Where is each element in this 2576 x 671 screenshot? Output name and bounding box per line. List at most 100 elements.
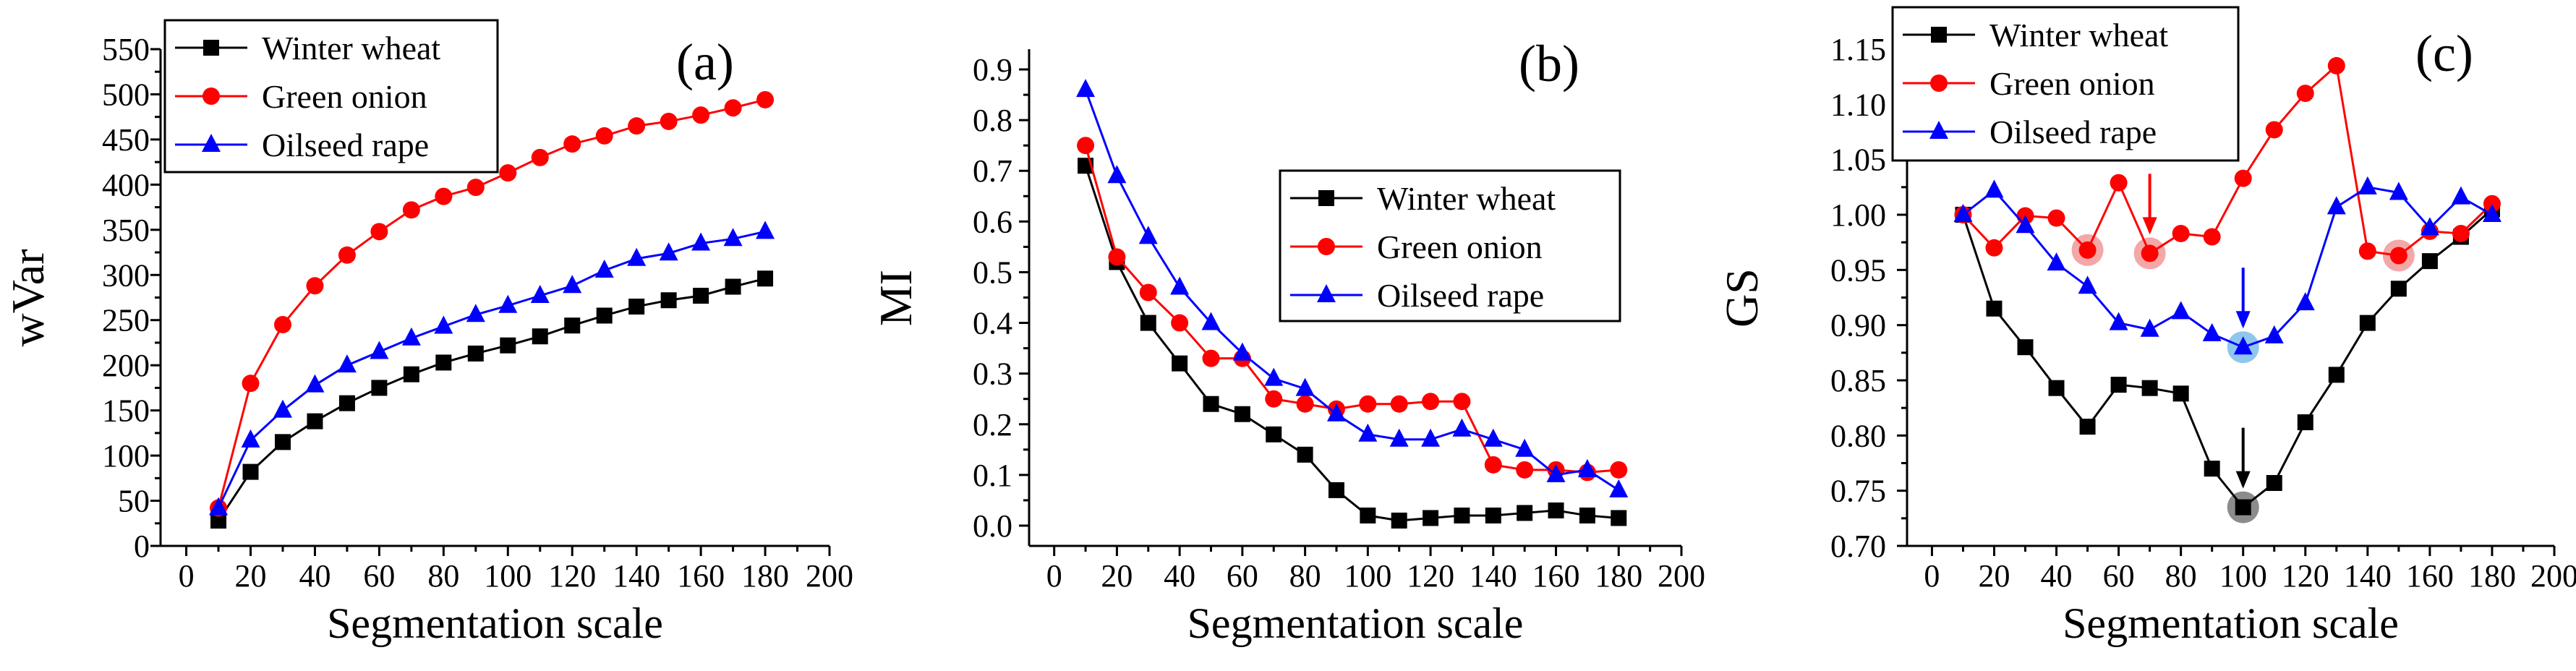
data-point bbox=[1359, 395, 1377, 413]
y-tick-label: 250 bbox=[102, 303, 150, 338]
data-point bbox=[756, 221, 775, 239]
data-point bbox=[2264, 325, 2284, 343]
data-point bbox=[1986, 300, 2003, 317]
y-tick-label: 550 bbox=[102, 32, 150, 67]
data-point bbox=[403, 366, 419, 382]
data-point bbox=[467, 345, 484, 362]
legend-label: Green onion bbox=[1989, 65, 2155, 102]
data-point bbox=[2171, 301, 2191, 320]
y-tick-label: 0.75 bbox=[1830, 474, 1886, 509]
data-point bbox=[564, 317, 581, 334]
y-tick-label: 400 bbox=[102, 167, 150, 202]
series-line-oilseed-rape bbox=[217, 230, 766, 509]
y-tick-label: 500 bbox=[102, 77, 150, 112]
legend-marker bbox=[1929, 121, 1948, 139]
data-point bbox=[1360, 507, 1376, 523]
data-point bbox=[2140, 318, 2159, 337]
y-tick-label: 0.2 bbox=[973, 407, 1012, 443]
y-tick-label: 0.85 bbox=[1830, 363, 1886, 398]
data-point bbox=[371, 380, 388, 396]
data-point bbox=[1266, 426, 1282, 443]
y-tick-label: 1.15 bbox=[1830, 32, 1886, 67]
legend-label: Green onion bbox=[262, 78, 427, 115]
x-tick-label: 160 bbox=[1532, 558, 1580, 594]
highlight-arrowhead bbox=[2235, 311, 2251, 329]
x-tick-label: 100 bbox=[1344, 558, 1391, 594]
chart-panel-1: 0 20 40 60 80 100 120 140 160 180 200 0 50 100 150 200 2… bbox=[2, 19, 853, 647]
data-point bbox=[1485, 507, 1501, 523]
data-point bbox=[1391, 512, 1407, 529]
x-tick-label: 80 bbox=[2165, 558, 2197, 594]
legend: Winter wheat Green onion Oilseed rape bbox=[163, 19, 499, 174]
data-point bbox=[338, 395, 355, 411]
y-tick-label: 50 bbox=[118, 484, 150, 519]
x-tick-label: 60 bbox=[2103, 558, 2135, 594]
data-point bbox=[2234, 169, 2252, 187]
y-tick-label: 0.9 bbox=[973, 52, 1012, 87]
data-point bbox=[660, 292, 677, 309]
data-point bbox=[337, 354, 357, 373]
x-tick-label: 180 bbox=[1595, 558, 1642, 594]
y-tick-label: 1.05 bbox=[1830, 142, 1886, 178]
data-point bbox=[2390, 281, 2407, 297]
y-tick-label: 1.00 bbox=[1830, 197, 1886, 233]
data-point bbox=[1108, 248, 1126, 266]
data-point bbox=[2016, 215, 2035, 234]
data-point bbox=[1389, 428, 1409, 447]
legend-label: Oilseed rape bbox=[1989, 114, 2157, 150]
data-point bbox=[1421, 428, 1441, 447]
data-point bbox=[2266, 474, 2282, 491]
data-point bbox=[2233, 336, 2253, 355]
series-line-winter-wheat bbox=[217, 277, 766, 521]
data-point bbox=[499, 164, 517, 182]
data-point bbox=[305, 374, 325, 393]
data-point bbox=[1232, 342, 1252, 361]
data-point bbox=[531, 148, 549, 166]
legend: Winter wheat Green onion Oilseed rape bbox=[1891, 6, 2240, 162]
data-point bbox=[1076, 79, 1096, 98]
x-tick-label: 0 bbox=[179, 558, 195, 594]
y-tick-label: 0.5 bbox=[973, 255, 1012, 290]
legend-marker bbox=[202, 134, 221, 152]
data-point bbox=[2078, 241, 2097, 259]
data-point bbox=[628, 298, 645, 315]
legend-label: Oilseed rape bbox=[262, 127, 429, 163]
data-point bbox=[1453, 393, 1471, 411]
data-point bbox=[1326, 403, 1346, 422]
data-point bbox=[1234, 406, 1250, 422]
data-point bbox=[1138, 226, 1158, 244]
data-point bbox=[660, 112, 678, 130]
y-tick-label: 0.95 bbox=[1830, 252, 1886, 288]
data-point bbox=[659, 242, 678, 261]
x-tick-label: 40 bbox=[1164, 558, 1195, 594]
data-point bbox=[466, 179, 485, 197]
data-point bbox=[306, 277, 324, 295]
data-point bbox=[1390, 395, 1408, 413]
data-point bbox=[1422, 393, 1440, 411]
data-point bbox=[210, 513, 227, 529]
x-tick-label: 140 bbox=[2344, 558, 2392, 594]
x-tick-label: 40 bbox=[2041, 558, 2073, 594]
y-tick-label: 0.4 bbox=[973, 306, 1012, 341]
data-point bbox=[2389, 247, 2407, 265]
data-point bbox=[2172, 224, 2190, 242]
data-point bbox=[2389, 181, 2408, 200]
data-point bbox=[2110, 174, 2128, 192]
data-point bbox=[2359, 315, 2376, 331]
y-tick-label: 0.7 bbox=[973, 153, 1012, 189]
data-point bbox=[402, 201, 420, 219]
data-point bbox=[2078, 275, 2097, 294]
x-tick-label: 160 bbox=[677, 558, 725, 594]
data-point bbox=[1077, 137, 1095, 155]
data-point bbox=[2079, 419, 2096, 435]
x-axis-title: Segmentation scale bbox=[327, 599, 663, 647]
x-tick-label: 200 bbox=[1658, 558, 1705, 594]
x-tick-label: 0 bbox=[1924, 558, 1940, 594]
x-tick-label: 180 bbox=[2468, 558, 2516, 594]
data-point bbox=[241, 429, 260, 448]
data-point bbox=[1265, 390, 1283, 408]
legend-label: Winter wheat bbox=[262, 30, 440, 67]
data-point bbox=[2047, 252, 2066, 271]
data-point bbox=[2451, 186, 2470, 205]
data-point bbox=[498, 294, 518, 313]
